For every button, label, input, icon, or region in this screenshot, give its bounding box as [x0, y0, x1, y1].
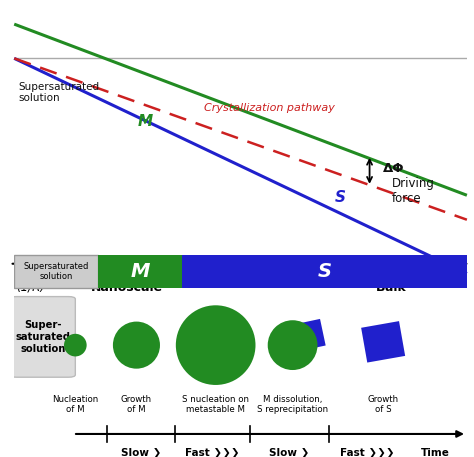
Ellipse shape — [176, 305, 255, 385]
Text: Nanoscale: Nanoscale — [91, 281, 164, 294]
Text: Slow ❯: Slow ❯ — [269, 448, 310, 457]
Bar — [14, 255, 98, 288]
FancyBboxPatch shape — [9, 297, 75, 377]
Text: (1/R): (1/R) — [17, 281, 46, 294]
Text: M dissolution,
S reprecipitation: M dissolution, S reprecipitation — [257, 395, 328, 414]
Text: Slow ❯: Slow ❯ — [121, 448, 161, 457]
Text: Fast ❯❯❯: Fast ❯❯❯ — [340, 448, 395, 457]
Text: Crystallization pathway: Crystallization pathway — [204, 103, 335, 113]
Text: ΔΦ: ΔΦ — [383, 162, 405, 175]
Text: S: S — [335, 190, 346, 205]
Text: Fast ❯❯❯: Fast ❯❯❯ — [185, 448, 239, 457]
Text: Driving
force: Driving force — [392, 177, 435, 205]
Bar — [182, 255, 467, 288]
Text: S nucleation on
metastable M: S nucleation on metastable M — [182, 395, 249, 414]
Polygon shape — [361, 321, 405, 362]
Text: Bulk: Bulk — [376, 281, 407, 294]
Text: Supersaturated
solution: Supersaturated solution — [19, 82, 100, 103]
Text: Supersaturated
solution: Supersaturated solution — [23, 262, 89, 281]
Text: Growth
of M: Growth of M — [121, 395, 152, 414]
Text: S: S — [317, 262, 331, 281]
Text: M: M — [138, 114, 153, 129]
Text: Super-
saturated
solution: Super- saturated solution — [15, 320, 70, 354]
Ellipse shape — [268, 320, 318, 370]
Text: Nucleation
of M: Nucleation of M — [52, 395, 99, 414]
Ellipse shape — [64, 334, 87, 356]
Polygon shape — [221, 324, 246, 348]
Polygon shape — [291, 319, 326, 351]
Text: Time: Time — [421, 448, 450, 457]
Text: Growth
of S: Growth of S — [367, 395, 399, 414]
Text: M: M — [130, 262, 149, 281]
Bar — [98, 255, 182, 288]
Ellipse shape — [113, 322, 160, 369]
